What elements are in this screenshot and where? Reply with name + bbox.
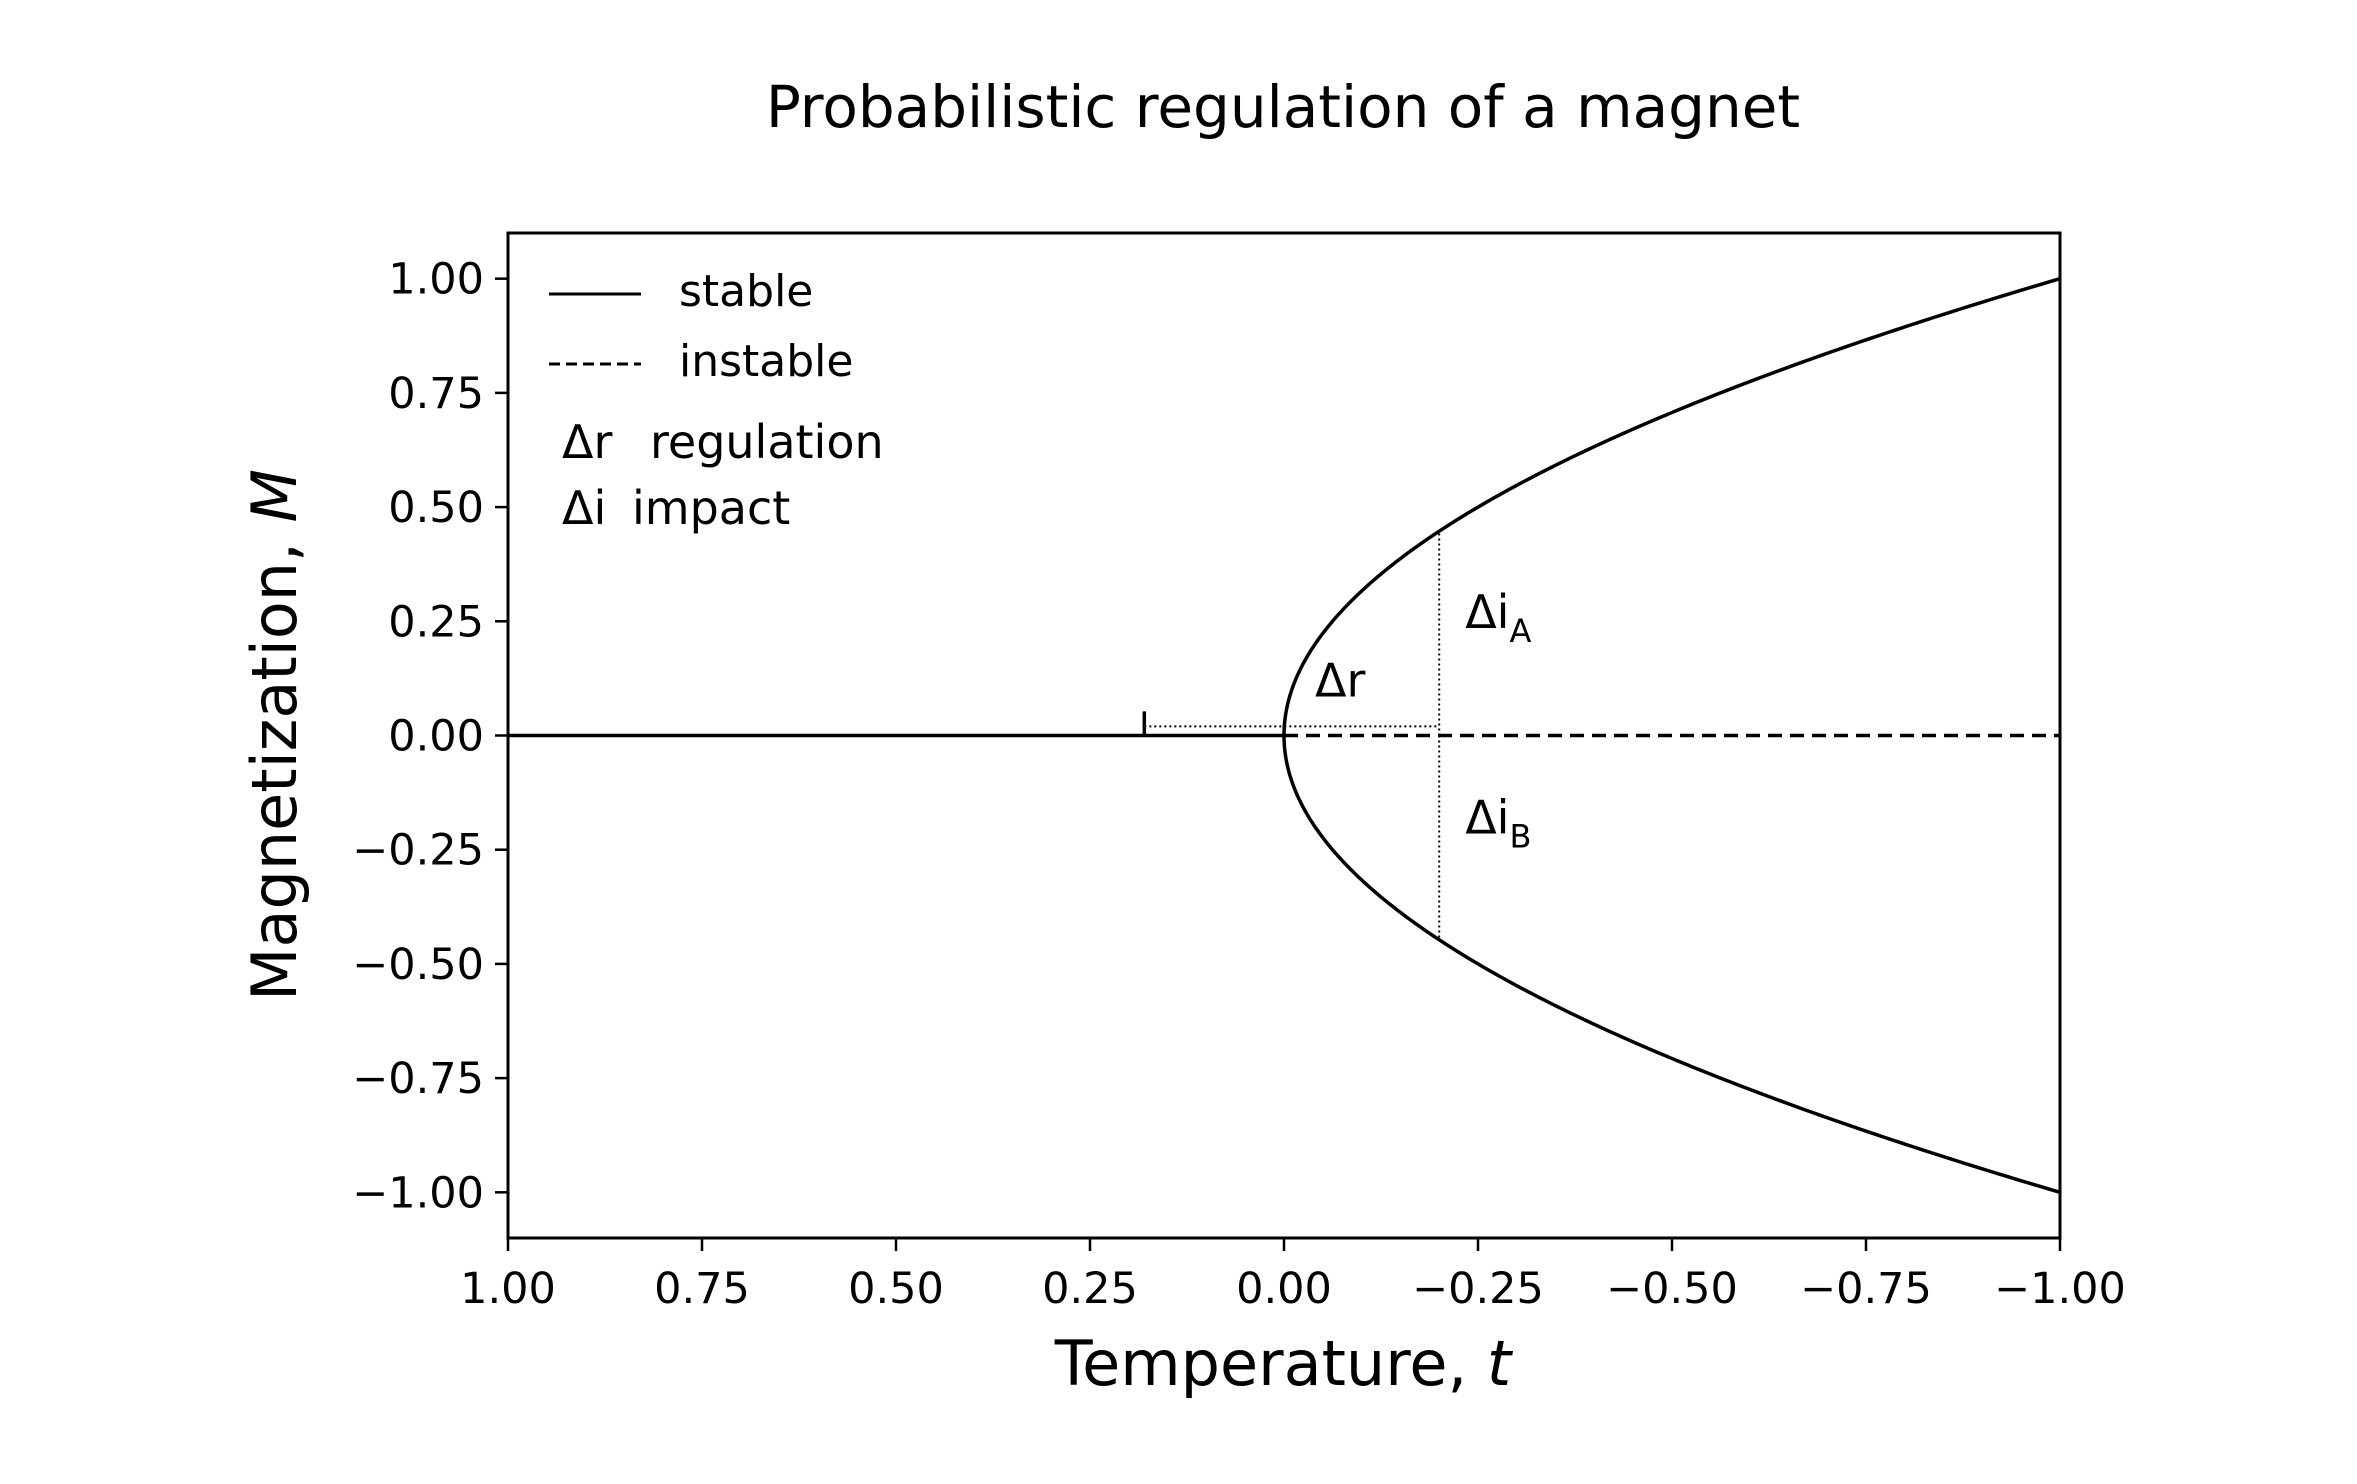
y-tick-label: −0.25 <box>352 826 484 876</box>
x-tick-label: −0.75 <box>1800 1264 1932 1314</box>
impact-b-label-symbol: Δi <box>1465 791 1509 845</box>
regulation-label: Δr <box>1315 654 1365 708</box>
x-axis-label-text: Temperature, <box>1054 1327 1487 1400</box>
legend: stable instable Δr regulation Δi impact <box>549 266 884 535</box>
x-tick-label: 0.25 <box>1042 1264 1138 1314</box>
y-tick-label: 0.75 <box>388 369 484 419</box>
stable-branch-parabola <box>1282 277 2061 1194</box>
y-tick-label: 1.00 <box>388 255 484 305</box>
y-tick-label: −1.00 <box>352 1168 484 1218</box>
y-axis-label: Magnetization, M <box>238 469 311 1001</box>
legend-note-impact-text: impact <box>632 481 790 535</box>
x-tick-label: −0.50 <box>1606 1264 1738 1314</box>
x-tick-label: 0.50 <box>848 1264 944 1314</box>
x-tick-label: 0.75 <box>654 1264 750 1314</box>
impact-b-label: ΔiB <box>1465 791 1531 856</box>
chart-title: Probabilistic regulation of a magnet <box>766 73 1800 141</box>
x-tick-label: 0.00 <box>1236 1264 1332 1314</box>
x-axis-label-variable: t <box>1487 1327 1514 1400</box>
y-tick-label: 0.50 <box>388 483 484 533</box>
legend-note-regulation-text: regulation <box>650 415 884 469</box>
curves <box>508 277 2061 1194</box>
legend-instable-label: instable <box>679 336 853 387</box>
y-tick-label: −0.50 <box>352 940 484 990</box>
x-axis-label: Temperature, t <box>1054 1327 1514 1400</box>
y-axis-label-text: Magnetization, <box>238 522 311 1001</box>
y-axis-label-variable: M <box>238 469 311 523</box>
legend-stable-label: stable <box>679 266 813 317</box>
x-tick-label: −1.00 <box>1994 1264 2126 1314</box>
y-tick-label: 0.00 <box>388 712 484 762</box>
x-axis-ticks: 1.00 0.75 0.50 0.25 0.00 −0.25 −0.50 −0.75 −1.00 <box>460 1238 2126 1314</box>
y-tick-label: 0.25 <box>388 597 484 647</box>
y-axis-ticks: 1.00 0.75 0.50 0.25 0.00 −0.25 −0.50 −0.75 −1.00 <box>352 255 508 1218</box>
legend-note-regulation-symbol: Δr <box>562 415 612 469</box>
legend-note-impact-symbol: Δi <box>562 481 606 535</box>
impact-a-label-symbol: Δi <box>1465 585 1509 639</box>
x-tick-label: 1.00 <box>460 1264 556 1314</box>
impact-b-label-subscript: B <box>1509 818 1531 856</box>
impact-a-label: ΔiA <box>1465 585 1531 650</box>
x-tick-label: −0.25 <box>1412 1264 1544 1314</box>
y-tick-label: −0.75 <box>352 1054 484 1104</box>
impact-a-label-subscript: A <box>1509 612 1531 650</box>
